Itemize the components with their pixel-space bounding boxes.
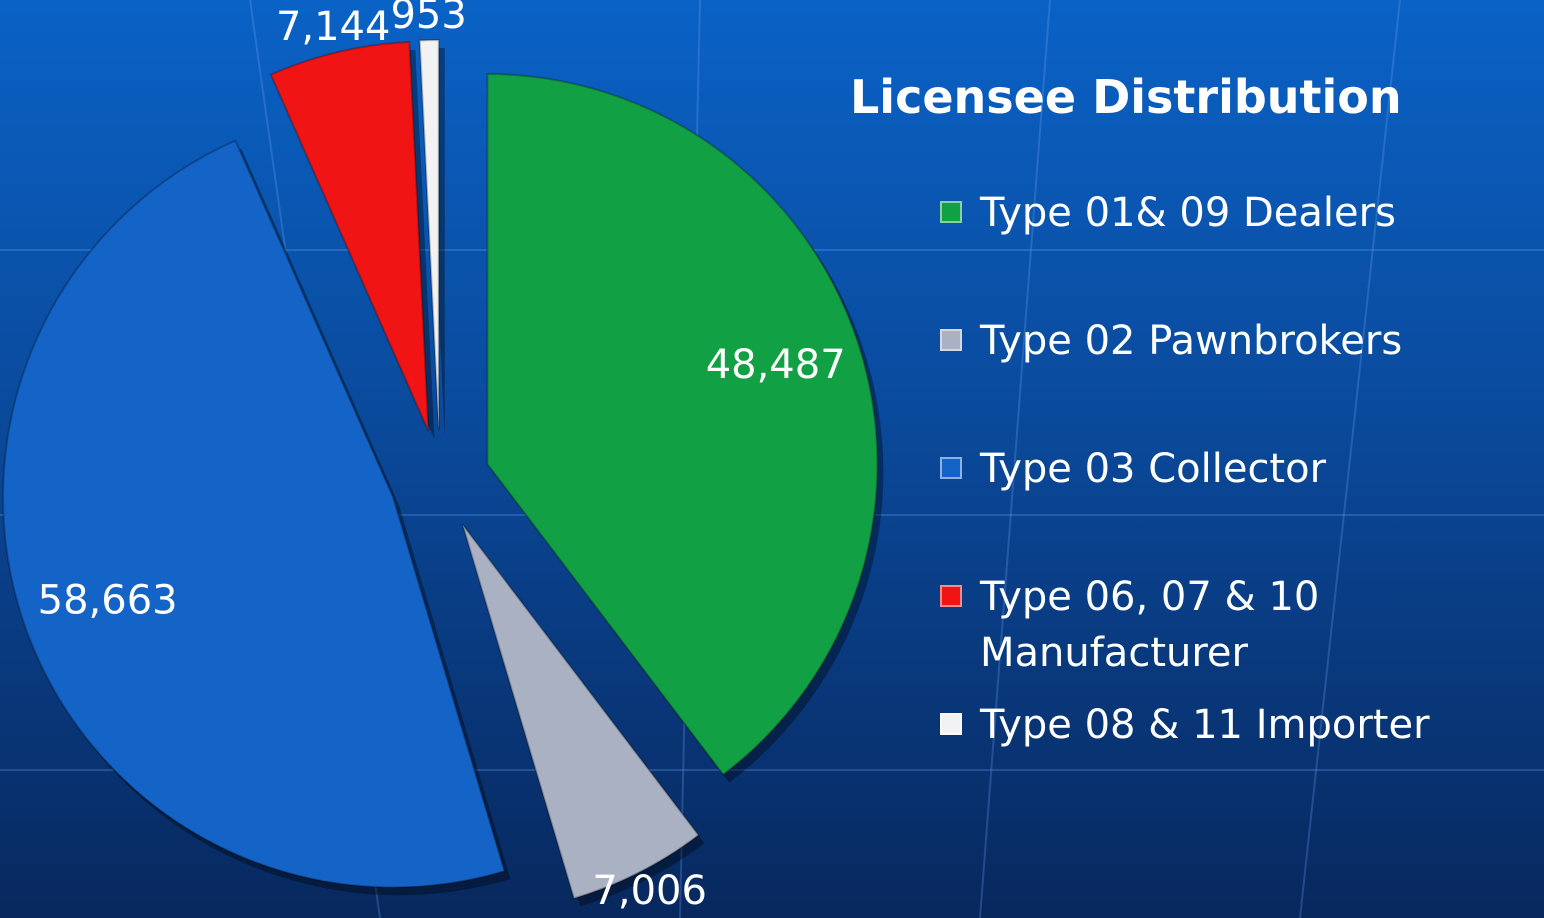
legend-label: Type 01& 09 Dealers bbox=[980, 190, 1396, 236]
legend-label: Type 03 Collector bbox=[980, 446, 1327, 492]
slice bbox=[461, 523, 700, 900]
legend-item: Type 02 Pawnbrokers bbox=[940, 313, 1402, 369]
legend-item: Type 03 Collector bbox=[940, 441, 1326, 497]
legend-label: Type 02 Pawnbrokers bbox=[980, 318, 1403, 364]
legend-label: Type 08 & 11 Importer bbox=[980, 702, 1430, 748]
chart-title: Licensee Distribution bbox=[850, 70, 1402, 124]
legend-swatch bbox=[940, 329, 962, 351]
slice bbox=[2, 139, 506, 889]
slice bbox=[486, 73, 879, 777]
slice bbox=[269, 40, 430, 432]
legend-label: Type 06, 07 & 10 Manufacturer bbox=[980, 574, 1320, 676]
legend-swatch bbox=[940, 457, 962, 479]
legend-swatch bbox=[940, 585, 962, 607]
data-label: 58,663 bbox=[38, 577, 178, 623]
slice bbox=[418, 39, 440, 431]
data-label: 7,144 bbox=[276, 4, 391, 50]
data-label: 48,487 bbox=[706, 342, 846, 388]
legend-item: Type 01& 09 Dealers bbox=[940, 185, 1396, 241]
legend-item: Type 08 & 11 Importer bbox=[940, 697, 1430, 753]
data-label: 7,006 bbox=[592, 868, 707, 914]
legend-swatch bbox=[940, 713, 962, 735]
legend-swatch bbox=[940, 201, 962, 223]
legend-item: Type 06, 07 & 10 Manufacturer bbox=[940, 569, 1540, 681]
data-label: 953 bbox=[390, 0, 466, 38]
